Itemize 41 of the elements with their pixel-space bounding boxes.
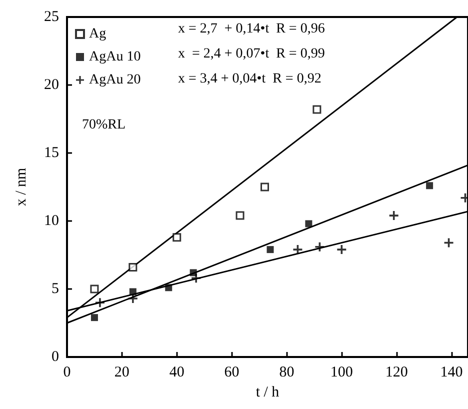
legend-label: AgAu 20 <box>89 72 141 88</box>
point <box>312 105 322 114</box>
point <box>266 246 274 254</box>
x-tick-label: 80 <box>279 364 294 380</box>
x-tick-label: 140 <box>440 364 463 380</box>
y-tick-label: 0 <box>52 349 59 365</box>
point <box>260 182 270 192</box>
point <box>129 288 136 296</box>
point <box>337 245 346 254</box>
annotation: x = 2,4 + 0,07•t R = 0,99 <box>178 46 325 62</box>
point <box>165 284 172 292</box>
x-tick-label: 40 <box>169 364 184 380</box>
point <box>95 298 104 308</box>
annotation: x = 3,4 + 0,04•t R = 0,92 <box>178 72 322 86</box>
x-tick-label: 0 <box>63 364 71 380</box>
legend-label: AgAu 10 <box>89 50 141 64</box>
y-tick-label: 20 <box>44 77 59 93</box>
point <box>128 262 138 272</box>
point <box>128 294 138 304</box>
x-axis-title: t / h <box>256 384 280 400</box>
point <box>293 245 302 254</box>
x-tick-label: 20 <box>114 364 130 380</box>
annotation: x = 2,7 + 0,14•t R = 0,96 <box>178 22 325 36</box>
y-tick-label: 25 <box>44 9 59 25</box>
x-tick-label: 100 <box>330 364 353 380</box>
point <box>236 211 244 220</box>
x-tick-label: 60 <box>224 364 240 380</box>
point <box>389 211 398 220</box>
point <box>90 284 99 294</box>
point <box>172 233 182 242</box>
x-tick-label: 120 <box>385 364 408 380</box>
point <box>426 182 434 190</box>
point <box>305 220 312 228</box>
y-tick-label: 5 <box>52 281 59 297</box>
y-tick-label: 10 <box>44 213 59 229</box>
legend-label: Ag <box>89 26 106 42</box>
point <box>90 314 98 322</box>
y-tick-label: 15 <box>44 145 59 161</box>
y-axis-title: x / nm <box>14 168 30 206</box>
annotation: 70%RL <box>82 118 126 132</box>
point <box>192 274 201 283</box>
